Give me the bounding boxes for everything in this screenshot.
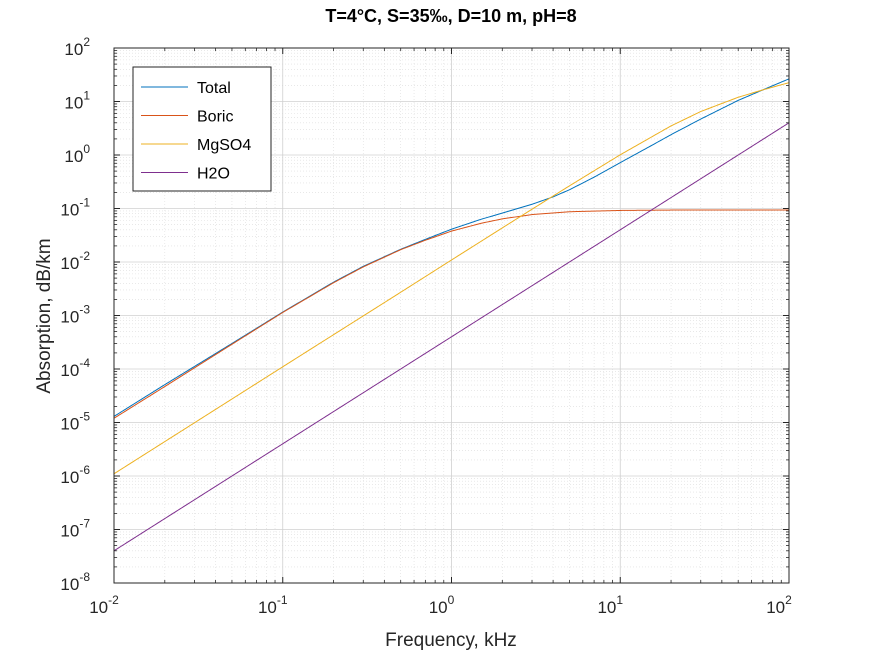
series-line-total	[113, 78, 790, 417]
x-tick-label: 100	[429, 593, 455, 617]
chart-title: T=4°C, S=35‰, D=10 m, pH=8	[325, 6, 576, 26]
y-tick-label: 10-5	[60, 410, 90, 434]
x-tick-labels: 10-2 10-1 100 101 102	[89, 593, 792, 617]
y-tick-base: 10	[60, 522, 79, 541]
y-tick-exponent: -8	[79, 570, 90, 584]
x-tick-exponent: -2	[108, 593, 119, 607]
y-tick-label: 10-2	[60, 249, 90, 273]
x-tick-exponent: 2	[785, 593, 792, 607]
y-axis-title: Absorption, dB/km	[34, 238, 55, 393]
y-tick-base: 10	[60, 575, 79, 594]
y-tick-base: 10	[64, 147, 83, 166]
y-tick-base: 10	[60, 361, 79, 380]
y-tick-exponent: -5	[79, 410, 90, 424]
legend[interactable]: Total Boric MgSO4 H2O	[132, 66, 272, 192]
y-tick-label: 102	[64, 35, 90, 59]
y-tick-label: 10-1	[60, 196, 90, 220]
x-tick-label: 10-2	[89, 593, 119, 617]
x-tick-base: 10	[89, 598, 108, 617]
series-layer	[113, 78, 790, 552]
x-tick-label: 102	[766, 593, 792, 617]
y-tick-base: 10	[64, 40, 83, 59]
y-tick-base: 10	[60, 308, 79, 327]
x-tick-base: 10	[597, 598, 616, 617]
y-tick-base: 10	[60, 415, 79, 434]
x-tick-label: 10-1	[258, 593, 288, 617]
x-tick-label: 101	[597, 593, 623, 617]
x-tick-exponent: -1	[277, 593, 288, 607]
y-tick-base: 10	[60, 254, 79, 273]
y-tick-label: 10-4	[60, 356, 90, 380]
y-tick-exponent: -7	[79, 517, 90, 531]
y-tick-exponent: 0	[83, 142, 90, 156]
x-tick-exponent: 1	[616, 593, 623, 607]
y-tick-exponent: -2	[79, 249, 90, 263]
x-tick-base: 10	[766, 598, 785, 617]
x-tick-exponent: 0	[448, 593, 455, 607]
y-tick-exponent: -6	[79, 463, 90, 477]
x-tick-base: 10	[429, 598, 448, 617]
series-line-boric	[113, 209, 789, 419]
x-axis-title: Frequency, kHz	[385, 630, 517, 651]
legend-label-h2o: H2O	[197, 166, 230, 183]
y-tick-label: 100	[64, 142, 90, 166]
tick-marks	[113, 47, 790, 584]
x-tick-base: 10	[258, 598, 277, 617]
y-tick-base: 10	[64, 94, 83, 113]
legend-box	[132, 66, 272, 192]
y-tick-labels: 10-810-710-610-510-410-310-210-110010110…	[60, 35, 90, 594]
y-tick-base: 10	[60, 201, 79, 220]
y-tick-exponent: 1	[83, 89, 90, 103]
y-tick-exponent: -4	[79, 356, 90, 370]
y-tick-exponent: -1	[79, 196, 90, 210]
y-tick-label: 10-7	[60, 517, 90, 541]
legend-label-mgso4: MgSO4	[197, 137, 251, 154]
y-tick-label: 10-3	[60, 303, 90, 327]
y-tick-label: 10-8	[60, 570, 90, 594]
y-tick-label: 101	[64, 89, 90, 113]
y-tick-label: 10-6	[60, 463, 90, 487]
legend-label-boric: Boric	[197, 109, 233, 126]
series-line-mgso4	[113, 82, 790, 475]
y-tick-exponent: 2	[83, 35, 90, 49]
y-tick-base: 10	[60, 468, 79, 487]
y-tick-exponent: -3	[79, 303, 90, 317]
series-line-h2o	[113, 122, 790, 552]
legend-label-total: Total	[197, 80, 231, 97]
